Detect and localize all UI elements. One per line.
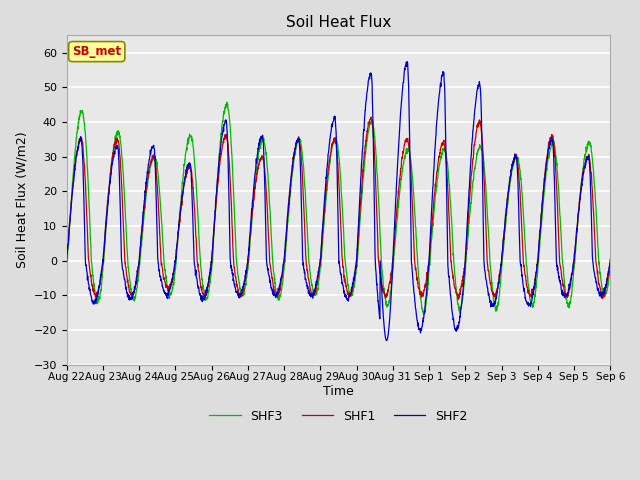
SHF2	[383, 337, 390, 343]
SHF2	[574, 217, 582, 223]
SHF3	[607, 264, 614, 270]
SHF1	[559, 278, 566, 284]
Legend: SHF3, SHF1, SHF2: SHF3, SHF1, SHF2	[204, 405, 473, 428]
SHF2	[366, 72, 374, 78]
SHF2	[559, 293, 566, 299]
SHF1	[574, 216, 582, 222]
SHF3	[223, 99, 230, 105]
Line: SHF3: SHF3	[67, 102, 611, 314]
SHF3	[366, 121, 374, 127]
SHF2	[63, 258, 70, 264]
Title: Soil Heat Flux: Soil Heat Flux	[286, 15, 391, 30]
SHF1	[454, 297, 462, 302]
Line: SHF2: SHF2	[67, 62, 611, 340]
SHF2	[497, 264, 504, 269]
SHF1	[366, 117, 374, 122]
SHF2	[354, 230, 362, 236]
SHF3	[355, 243, 362, 249]
SHF2	[404, 59, 412, 65]
SHF1	[607, 260, 614, 265]
SHF3	[420, 312, 428, 317]
SHF1	[63, 258, 70, 264]
SHF3	[497, 276, 504, 282]
SHF3	[214, 164, 222, 170]
Y-axis label: Soil Heat Flux (W/m2): Soil Heat Flux (W/m2)	[15, 132, 28, 268]
Line: SHF1: SHF1	[67, 117, 611, 300]
SHF3	[574, 220, 582, 226]
SHF1	[354, 239, 362, 244]
SHF3	[559, 261, 566, 267]
SHF1	[497, 263, 504, 269]
SHF2	[214, 167, 222, 173]
SHF2	[607, 256, 614, 262]
X-axis label: Time: Time	[323, 385, 354, 398]
Text: SB_met: SB_met	[72, 45, 122, 58]
SHF1	[367, 114, 375, 120]
SHF1	[214, 179, 222, 184]
SHF3	[63, 275, 70, 281]
